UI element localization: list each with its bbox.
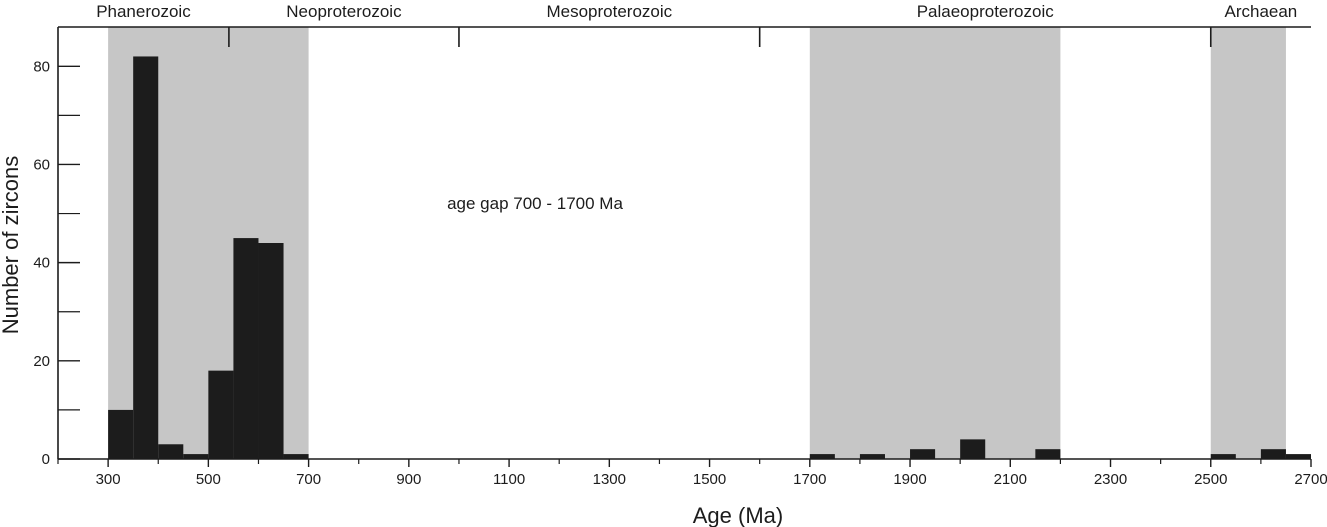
y-tick-label-40: 40 — [33, 255, 50, 272]
shaded-range-1 — [809, 27, 1061, 459]
x-tick-label-2500: 2500 — [1194, 471, 1227, 488]
y-tick-label-20: 20 — [33, 353, 50, 370]
bar-1800 — [859, 454, 885, 459]
bar-650 — [283, 454, 309, 459]
x-tick-label-1100: 1100 — [493, 471, 525, 488]
bar-550 — [233, 238, 259, 459]
histogram-bars — [108, 56, 1311, 460]
x-tick-label-2300: 2300 — [1094, 471, 1127, 488]
age-gap-annotation: age gap 700 - 1700 Ma — [447, 194, 623, 213]
x-tick-label-900: 900 — [396, 471, 421, 488]
era-label-2: Mesoproterozoic — [546, 2, 672, 21]
x-tick-label-1700: 1700 — [793, 471, 826, 488]
era-labels: Phanerozoic Neoproterozoic Mesoproterozoic… — [96, 2, 1297, 21]
y-tick-label-0: 0 — [42, 451, 50, 468]
shaded-range-2 — [1210, 27, 1286, 459]
bar-1700 — [809, 454, 835, 459]
bar-500 — [208, 370, 234, 459]
bar-2500 — [1210, 454, 1236, 459]
y-tick-label-60: 60 — [33, 156, 50, 173]
shaded-age-ranges — [108, 27, 1286, 459]
bar-400 — [158, 444, 184, 459]
x-tick-label-300: 300 — [96, 471, 121, 488]
y-axis-label: Number of zircons — [0, 156, 23, 335]
x-tick-label-1900: 1900 — [893, 471, 926, 488]
bar-2650 — [1285, 454, 1311, 459]
era-label-1: Neoproterozoic — [286, 2, 402, 21]
era-label-4: Archaean — [1224, 2, 1297, 21]
bar-1900 — [910, 449, 936, 459]
x-tick-label-1500: 1500 — [693, 471, 726, 488]
y-tick-label-80: 80 — [33, 58, 50, 75]
plot-axes: 300 500 700 900 1100 1300 1500 1700 1900 2100 2300… — [33, 26, 1327, 488]
bar-2600 — [1260, 449, 1286, 459]
bar-450 — [183, 454, 209, 459]
x-tick-label-2700: 2700 — [1294, 471, 1327, 488]
x-axis-label: Age (Ma) — [693, 503, 783, 527]
x-tick-label-1300: 1300 — [593, 471, 626, 488]
bar-2150 — [1035, 449, 1061, 459]
x-tick-label-700: 700 — [296, 471, 321, 488]
bar-2000 — [960, 439, 986, 459]
era-label-3: Palaeoproterozoic — [917, 2, 1055, 21]
bar-300 — [108, 409, 134, 459]
x-tick-label-500: 500 — [196, 471, 221, 488]
era-label-0: Phanerozoic — [96, 2, 191, 21]
bar-350 — [133, 56, 159, 460]
x-tick-label-2100: 2100 — [994, 471, 1027, 488]
bar-600 — [258, 243, 284, 459]
